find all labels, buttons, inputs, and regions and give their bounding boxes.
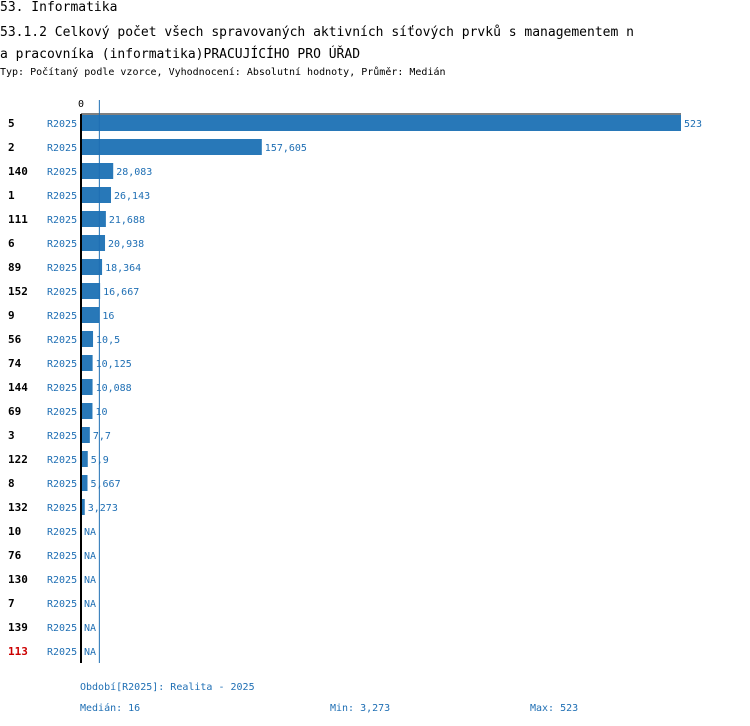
period-label: R2025 [47,407,77,418]
bar [81,355,93,371]
period-label: R2025 [47,215,77,226]
chart-subtitle: Typ: Počítaný podle vzorce, Vyhodnocení:… [0,67,446,78]
bar [81,283,101,299]
bar [81,187,111,203]
period-label: R2025 [47,383,77,394]
bar [81,235,106,251]
category-label: 5 [8,117,15,130]
section-title: 53. Informatika [0,0,118,15]
category-label: 69 [8,405,21,418]
bar [81,211,106,227]
period-label: R2025 [47,575,77,586]
category-label: 9 [8,309,15,322]
value-label: 20,938 [108,239,144,250]
bar [81,115,681,131]
category-label: 1 [8,189,15,202]
category-label: 140 [8,165,28,178]
period-legend: Období[R2025]: Realita - 2025 [80,682,255,693]
category-label: 139 [8,621,28,634]
value-label: 10,125 [96,359,132,370]
value-label: 3,273 [88,503,118,514]
period-label: R2025 [47,263,77,274]
category-label: 2 [8,141,15,154]
period-label: R2025 [47,287,77,298]
value-label: 28,083 [116,167,152,178]
value-label: 16,667 [103,287,139,298]
value-label: NA [84,599,96,610]
period-label: R2025 [47,527,77,538]
value-label: 10 [95,407,107,418]
max-label: Max: 523 [530,703,579,714]
category-label: 76 [8,549,22,562]
period-label: R2025 [47,503,77,514]
bar [81,307,100,323]
value-label: 7,7 [93,431,111,442]
period-label: R2025 [47,551,77,562]
category-label: 3 [8,429,15,442]
period-label: R2025 [47,167,77,178]
bar [81,403,93,419]
category-label: 122 [8,453,28,466]
bar [81,139,262,155]
value-label: NA [84,551,96,562]
category-label: 152 [8,285,28,298]
category-label: 8 [8,477,15,490]
value-label: 18,364 [105,263,141,274]
category-label: 56 [8,333,22,346]
bar [81,163,114,179]
period-label: R2025 [47,359,77,370]
value-label: NA [84,575,96,586]
bar [81,499,85,515]
value-label: NA [84,623,96,634]
bar [81,379,93,395]
category-label: 111 [8,213,28,226]
period-label: R2025 [47,191,77,202]
category-label: 89 [8,261,21,274]
period-label: R2025 [47,311,77,322]
value-label: NA [84,647,96,658]
value-label: 16 [102,311,114,322]
min-label: Min: 3,273 [330,703,391,714]
category-label: 113 [8,645,28,658]
axis-zero-label: 0 [78,99,84,110]
category-label: 130 [8,573,28,586]
value-label: 157,605 [265,143,307,154]
period-label: R2025 [47,479,77,490]
period-label: R2025 [47,119,77,130]
value-label: 5,667 [91,479,121,490]
period-label: R2025 [47,455,77,466]
value-label: 10,088 [96,383,132,394]
category-label: 7 [8,597,15,610]
chart-title: 53.1.2 Celkový počet všech spravovaných … [0,22,750,66]
category-label: 132 [8,501,28,514]
period-label: R2025 [47,239,77,250]
period-label: R2025 [47,143,77,154]
period-label: R2025 [47,623,77,634]
chart-title-line-2: a pracovníka (informatika)PRACUJÍCÍHO PR… [0,47,361,62]
value-label: 10,5 [96,335,120,346]
category-label: 144 [8,381,28,394]
category-label: 6 [8,237,15,250]
value-label: 523 [684,119,702,130]
bar [81,259,103,275]
bar [81,427,90,443]
value-label: 21,688 [109,215,145,226]
value-label: 26,143 [114,191,150,202]
category-label: 10 [8,525,21,538]
period-label: R2025 [47,599,77,610]
bar [81,331,94,347]
period-label: R2025 [47,431,77,442]
period-label: R2025 [47,335,77,346]
value-label: NA [84,527,96,538]
median-label: Medián: 16 [80,703,141,714]
category-label: 74 [8,357,22,370]
period-label: R2025 [47,647,77,658]
bar [81,475,88,491]
bar [81,451,88,467]
chart-title-line-1: 53.1.2 Celkový počet všech spravovaných … [0,25,634,40]
